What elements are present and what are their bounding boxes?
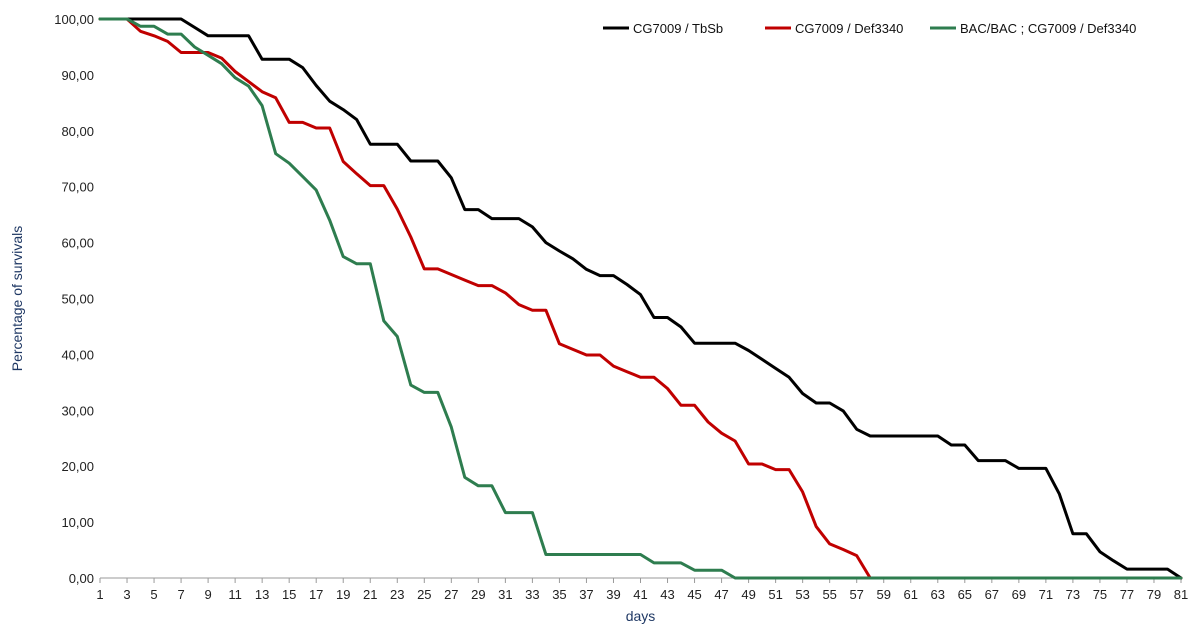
x-tick-label: 57 [849, 587, 863, 602]
x-tick-label: 77 [1120, 587, 1134, 602]
y-tick-label: 40,00 [61, 347, 94, 362]
x-tick-label: 3 [123, 587, 130, 602]
series-line-2 [98, 17, 1183, 580]
x-tick-label: 1 [96, 587, 103, 602]
x-tick-label: 67 [985, 587, 999, 602]
x-tick-label: 79 [1147, 587, 1161, 602]
x-tick-label: 55 [822, 587, 836, 602]
series-line-3 [98, 17, 1183, 580]
x-tick-label: 69 [1012, 587, 1026, 602]
x-tick-label: 53 [795, 587, 809, 602]
x-tick-label: 81 [1174, 587, 1188, 602]
x-tick-label: 35 [552, 587, 566, 602]
y-tick-label: 100,00 [54, 12, 94, 27]
x-tick-label: 71 [1039, 587, 1053, 602]
legend-label-2: CG7009 / Def3340 [795, 21, 903, 36]
x-tick-label: 63 [931, 587, 945, 602]
x-tick-label: 7 [177, 587, 184, 602]
x-axis-title: days [626, 608, 656, 624]
x-tick-label: 51 [768, 587, 782, 602]
x-tick-label: 75 [1093, 587, 1107, 602]
x-tick-label: 15 [282, 587, 296, 602]
x-tick-label: 9 [204, 587, 211, 602]
legend-label-1: CG7009 / TbSb [633, 21, 723, 36]
x-tick-label: 31 [498, 587, 512, 602]
y-tick-label: 60,00 [61, 236, 94, 251]
series-line-1 [98, 17, 1183, 580]
x-tick-label: 19 [336, 587, 350, 602]
x-tick-label: 25 [417, 587, 431, 602]
x-tick-label: 11 [228, 587, 242, 602]
x-tick-label: 39 [606, 587, 620, 602]
x-tick-label: 29 [471, 587, 485, 602]
x-tick-label: 65 [958, 587, 972, 602]
x-tick-label: 61 [904, 587, 918, 602]
x-tick-label: 43 [660, 587, 674, 602]
series-layer [98, 17, 1183, 580]
x-tick-label: 59 [876, 587, 890, 602]
x-tick-label: 73 [1066, 587, 1080, 602]
x-tick-label: 21 [363, 587, 377, 602]
y-tick-label: 10,00 [61, 515, 94, 530]
x-tick-label: 5 [150, 587, 157, 602]
x-tick-label: 33 [525, 587, 539, 602]
x-tick-label: 17 [309, 587, 323, 602]
y-tick-label: 80,00 [61, 124, 94, 139]
x-tick-label: 45 [687, 587, 701, 602]
x-tick-label: 13 [255, 587, 269, 602]
x-tick-label: 49 [741, 587, 755, 602]
x-tick-label: 23 [390, 587, 404, 602]
y-tick-label: 50,00 [61, 292, 94, 307]
legend: CG7009 / TbSb CG7009 / Def3340 BAC/BAC ; C… [603, 21, 1136, 36]
x-tick-label: 41 [633, 587, 647, 602]
y-tick-label: 0,00 [69, 571, 94, 586]
x-tick-label: 37 [579, 587, 593, 602]
axes: 0,00 10,00 20,00 30,00 40,00 50,00 60,00 70,00 8… [54, 12, 1188, 602]
y-tick-label: 90,00 [61, 68, 94, 83]
y-axis-title: Percentage of survivals [9, 226, 25, 372]
y-tick-label: 70,00 [61, 180, 94, 195]
x-tick-label: 47 [714, 587, 728, 602]
y-tick-label: 30,00 [61, 403, 94, 418]
legend-label-3: BAC/BAC ; CG7009 / Def3340 [960, 21, 1136, 36]
y-tick-label: 20,00 [61, 459, 94, 474]
x-tick-label: 27 [444, 587, 458, 602]
